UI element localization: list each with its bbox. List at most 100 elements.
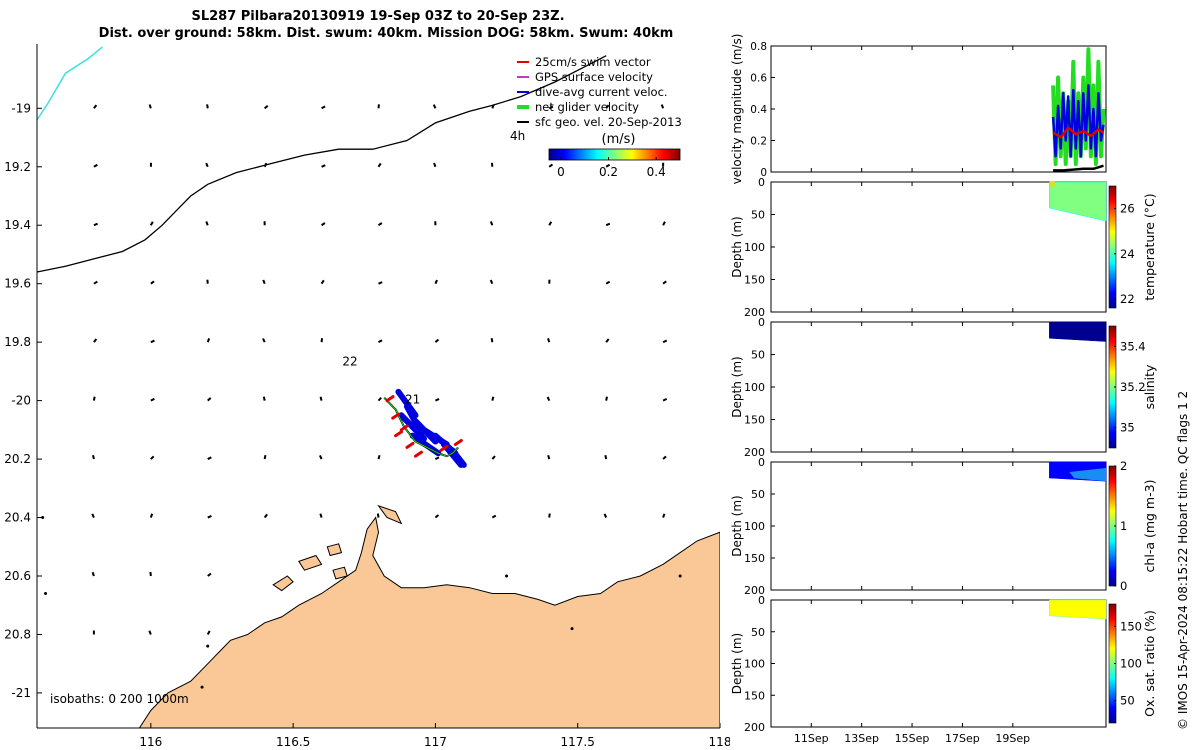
sfc-geo-velocity-arrow	[319, 513, 323, 518]
islet-speck	[570, 627, 574, 631]
y-tick-label: 50	[751, 488, 765, 501]
sfc-geo-velocity-arrow	[263, 513, 268, 519]
y-tick-label: 200	[744, 306, 765, 319]
swim-vector	[385, 395, 395, 403]
islet-speck	[44, 592, 48, 596]
sfc-geo-velocity-arrow	[321, 105, 326, 110]
isobath-label: isobaths: 0 200 1000m	[50, 692, 189, 706]
sfc-geo-velocity-arrow	[660, 104, 665, 109]
y-tick-label: 0	[758, 456, 765, 469]
y-tick-label: 100	[744, 520, 765, 533]
sfc-geo-velocity-arrow	[662, 397, 668, 402]
sfc-geo-velocity-arrow	[605, 104, 610, 109]
sfc-geo-velocity-arrow	[434, 514, 440, 519]
sfc-geo-velocity-arrow	[378, 339, 383, 344]
sfc-geo-velocity-arrow	[434, 279, 438, 285]
sfc-geo-velocity-arrow	[262, 396, 266, 401]
sfc-geo-velocity-arrow	[206, 338, 211, 343]
sfc-geo-velocity-arrow	[206, 630, 211, 635]
sfc-geo-velocity-arrow	[548, 221, 553, 226]
sfc-geo-velocity-arrow	[491, 104, 495, 109]
sfc-geo-velocity-arrow	[491, 396, 495, 401]
series-sfc-geo	[1053, 164, 1104, 172]
sfc-geo-velocity-arrow	[93, 104, 98, 109]
colorbar-tick-label: 35.2	[1120, 380, 1146, 394]
sfc-geo-velocity-arrow	[91, 513, 95, 518]
data-section-oxygen-saturation	[1049, 599, 1107, 620]
sfc-geo-velocity-arrow	[662, 339, 668, 344]
map-x-tick-label: 116	[139, 735, 162, 749]
sfc-geo-velocity-arrow	[604, 454, 608, 460]
time-tick-label: 13Sep	[844, 732, 879, 745]
sfc-geo-velocity-arrow	[662, 221, 666, 226]
sfc-geo-velocity-arrow	[263, 454, 267, 460]
colorbar-label: salinity	[1142, 364, 1157, 409]
sfc-geo-velocity-arrow	[206, 104, 209, 109]
sfc-geo-velocity-arrow	[491, 514, 497, 519]
data-section-salinity	[1049, 321, 1107, 342]
y-tick-label: 100	[744, 381, 765, 394]
sfc-geo-velocity-arrow	[546, 396, 551, 402]
map-y-tick-label: -19	[11, 101, 31, 115]
panel-frame	[770, 461, 1107, 591]
map-y-tick-label: 19.2	[4, 160, 31, 174]
series-swim	[1052, 126, 1105, 139]
sfc-geo-velocity-arrow	[207, 515, 212, 519]
panel-velocity-magnitude: 0 0.2 0.4 0.6 0.8 velocity magnitude (m/s)	[730, 34, 1107, 185]
sfc-geo-velocity-arrow	[605, 163, 611, 168]
panel-temperature: 0 50 100 150 200 Depth (m) 22 24 26 temperature (…	[730, 176, 1157, 319]
colorbar-tick-label: 1	[1120, 519, 1127, 533]
y-tick-label: 100	[744, 241, 765, 254]
y-tick-label: 0.4	[750, 104, 767, 116]
figure-title-line-2: Dist. over ground: 58km. Dist. swum: 40k…	[98, 26, 674, 41]
sfc-geo-velocity-arrow	[662, 280, 667, 285]
sfc-geo-velocity-arrow	[92, 454, 95, 460]
sfc-geo-velocity-arrow	[489, 279, 494, 285]
y-tick-label: 50	[751, 349, 765, 362]
island-2	[332, 566, 348, 580]
map-y-tick-label: -21	[11, 686, 31, 700]
map-x-tick-label: 117.5	[561, 735, 595, 749]
sfc-geo-velocity-arrow	[378, 281, 383, 285]
sfc-geo-velocity-arrow	[605, 338, 610, 343]
sfc-geo-velocity-arrow	[321, 222, 326, 227]
panel-ylabel: velocity magnitude (m/s)	[730, 34, 744, 185]
dive-avg-current-vector	[449, 447, 467, 468]
sfc-geo-velocity-arrow	[93, 280, 98, 285]
y-tick-label: 50	[751, 626, 765, 639]
sfc-geo-velocity-arrow	[434, 398, 440, 402]
panel-frame	[770, 321, 1107, 453]
sfc-geo-velocity-arrow	[547, 454, 551, 460]
sfc-geo-velocity-arrow	[605, 396, 608, 401]
time-tick-label: 11Sep	[794, 732, 829, 745]
colorbar-tick-label: 2	[1120, 459, 1127, 473]
y-tick-label: 150	[744, 689, 765, 702]
swim-vector	[391, 412, 401, 420]
map-plot-area	[37, 46, 720, 728]
y-tick-label: 0.8	[750, 41, 767, 53]
y-tick-label: 0	[758, 594, 765, 607]
islet-speck	[678, 574, 682, 578]
sfc-geo-velocity-arrow	[662, 455, 667, 460]
sfc-geo-velocity-arrow	[377, 222, 383, 227]
sfc-geo-velocity-arrow	[662, 513, 666, 518]
sfc-geo-velocity-arrow	[489, 221, 494, 226]
sfc-geo-velocity-arrow	[205, 162, 209, 168]
colorbar-label: temperature (°C)	[1142, 193, 1157, 300]
panel-frame	[770, 599, 1107, 728]
map-y-tick-label: 20.6	[4, 569, 31, 583]
glider-track-map: 22 21 116 116.5 117 117.5 118 -19 19.2 19.4 19.6 19…	[4, 44, 730, 749]
colorbar-tick-label: 22	[1120, 292, 1135, 306]
panel-ylabel: Depth (m)	[730, 216, 744, 277]
panel-salinity: 0 50 100 150 200 Depth (m) 35 35.2 35.4 salinity	[730, 316, 1157, 459]
map-y-tick-label: -20	[11, 394, 31, 408]
sfc-geo-velocity-arrow	[319, 455, 323, 460]
panel-chlorophyll: 0 50 100 150 200 Depth (m) 0 1 2 chl-a (mg m-3)	[730, 456, 1157, 597]
sfc-geo-velocity-arrow	[432, 104, 437, 109]
y-tick-label: 100	[744, 658, 765, 671]
sfc-geo-velocity-arrow	[149, 221, 154, 226]
coastline-land	[138, 516, 720, 728]
panel-colorbar	[1108, 185, 1117, 309]
